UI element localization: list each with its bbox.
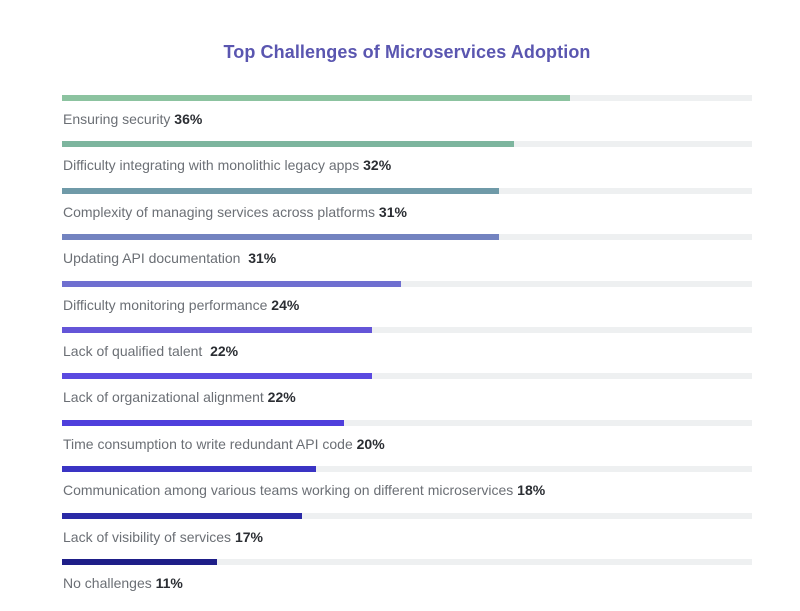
bar <box>62 141 514 148</box>
bar-row: Lack of organizational alignment 22% <box>62 373 752 419</box>
bar-label: No challenges 11% <box>63 575 183 591</box>
chart-title: Top Challenges of Microservices Adoption <box>223 42 591 62</box>
bar-row: Communication among various teams workin… <box>62 466 752 512</box>
category-label: Difficulty integrating with monolithic l… <box>63 157 360 174</box>
category-label: Lack of visibility of services <box>63 528 232 545</box>
bar-label: Time consumption to write redundant API … <box>63 436 385 452</box>
bar-track <box>62 141 752 148</box>
bar-row: No challenges 11% <box>62 558 752 605</box>
bar-track <box>62 512 752 519</box>
category-label: Difficulty monitoring performance <box>63 296 268 313</box>
bar-track <box>62 466 752 473</box>
bar-track <box>62 234 752 241</box>
value-label: 22% <box>263 389 296 406</box>
bar-label: Difficulty integrating with monolithic l… <box>63 157 391 173</box>
bar-track <box>62 187 752 194</box>
category-label: Communication among various teams workin… <box>63 482 514 499</box>
bar-row: Complexity of managing services across p… <box>62 187 752 234</box>
bar-row: Time consumption to write redundant API … <box>62 419 752 466</box>
category-label: Lack of qualified talent <box>63 342 207 359</box>
bar <box>62 187 500 194</box>
category-label: Complexity of managing services across p… <box>63 203 376 220</box>
bar-track <box>62 95 752 101</box>
category-label: Ensuring security <box>63 111 171 127</box>
bar <box>62 373 373 380</box>
bar-label: Lack of qualified talent 22% <box>63 343 238 359</box>
value-label: 17% <box>231 528 263 545</box>
value-label: 11% <box>151 574 183 591</box>
value-label: 18% <box>513 482 546 499</box>
value-label: 22% <box>206 342 239 359</box>
bar <box>62 95 570 101</box>
bar-row: Ensuring security 36% <box>62 95 752 141</box>
bar-row: Difficulty monitoring performance 24% <box>62 280 752 327</box>
value-label: 31% <box>375 203 407 220</box>
value-label: 36% <box>170 111 203 127</box>
bar-label: Updating API documentation 31% <box>63 250 276 266</box>
value-label: 20% <box>352 435 385 452</box>
value-label: 31% <box>244 250 277 267</box>
bar-row: Difficulty integrating with monolithic l… <box>62 141 752 187</box>
bar-chart: Ensuring security 36% Difficulty integrat… <box>62 95 752 605</box>
category-label: Updating API documentation <box>63 250 245 267</box>
bar <box>62 280 401 287</box>
value-label: 24% <box>267 296 300 313</box>
bar-track <box>62 373 752 380</box>
bar <box>62 326 373 333</box>
bar-label: Complexity of managing services across p… <box>63 204 407 220</box>
category-label: No challenges <box>63 574 152 591</box>
bar-track <box>62 419 752 426</box>
bar <box>62 558 218 565</box>
bar-label: Difficulty monitoring performance 24% <box>63 297 299 313</box>
bar-label: Lack of visibility of services 17% <box>63 529 263 545</box>
bar <box>62 466 316 473</box>
bar-track <box>62 558 752 565</box>
value-label: 32% <box>359 157 392 174</box>
bar <box>62 512 302 519</box>
bar-label: Ensuring security 36% <box>63 111 202 127</box>
category-label: Lack of organizational alignment <box>63 389 264 406</box>
bar <box>62 234 500 241</box>
bar-label: Lack of organizational alignment 22% <box>63 389 296 405</box>
bar-row: Updating API documentation 31% <box>62 234 752 280</box>
bar-track <box>62 280 752 287</box>
bar-label: Communication among various teams workin… <box>63 482 545 498</box>
bar-row: Lack of qualified talent 22% <box>62 326 752 373</box>
bar <box>62 419 345 426</box>
category-label: Time consumption to write redundant API … <box>63 435 353 452</box>
bar-row: Lack of visibility of services 17% <box>62 512 752 559</box>
bar-track <box>62 326 752 333</box>
